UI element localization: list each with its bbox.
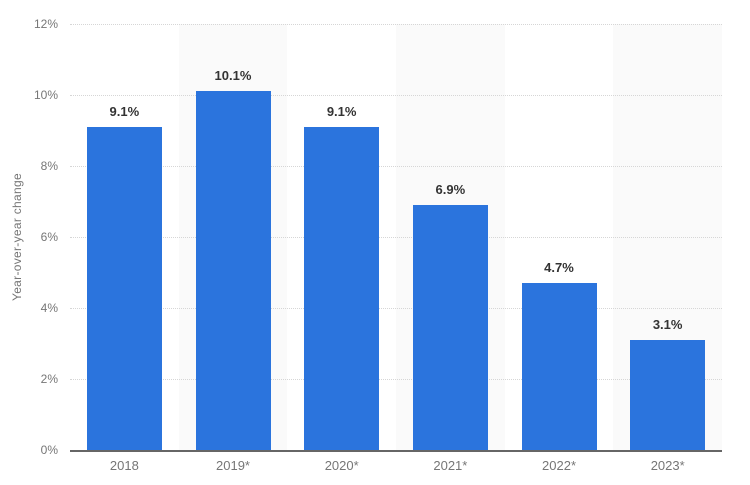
x-tick-label-2021: 2021* xyxy=(433,458,468,473)
value-label-2022: 4.7% xyxy=(544,260,574,276)
y-tick-label-12pct: 12% xyxy=(33,17,58,31)
x-tick-label-2023: 2023* xyxy=(650,458,685,473)
x-tick-label-2019: 2019* xyxy=(216,458,250,473)
value-label-2019: 10.1% xyxy=(214,68,252,84)
gridline-8pct xyxy=(70,166,722,167)
value-label-2020: 9.1% xyxy=(326,103,357,119)
bar-2023 xyxy=(630,339,706,450)
bar-2020 xyxy=(304,126,380,450)
x-tick-label-2022: 2022* xyxy=(542,458,577,473)
gridline-10pct xyxy=(70,95,722,96)
y-tick-label-6pct: 6% xyxy=(40,230,58,244)
value-label-2021: 6.9% xyxy=(435,182,466,198)
y-tick-label-10pct: 10% xyxy=(33,88,58,102)
plot-area: 9.1% 10.1% 9.1% 6.9% 4.7% 3.1% xyxy=(70,24,722,452)
bar-2022 xyxy=(521,283,597,450)
bar-2019 xyxy=(195,91,271,450)
value-label-2023: 3.1% xyxy=(652,316,683,332)
bar-2021 xyxy=(412,205,488,450)
y-tick-label-4pct: 4% xyxy=(40,301,58,315)
value-label-2018: 9.1% xyxy=(109,103,140,119)
x-tick-label-2020: 2020* xyxy=(324,458,359,473)
gridline-2pct xyxy=(70,379,722,380)
bar-2018 xyxy=(86,126,162,450)
x-axis-labels: 2018 2019* 2020* 2021* 2022* 2023* xyxy=(70,458,722,473)
y-axis-tick-labels: 0% 2% 4% 6% 8% 10% 12% xyxy=(0,0,58,485)
gridline-4pct xyxy=(70,308,722,309)
y-tick-label-2pct: 2% xyxy=(40,372,58,386)
gridline-12pct xyxy=(70,24,722,25)
y-tick-label-0pct: 0% xyxy=(40,443,58,457)
x-tick-label-2018: 2018 xyxy=(109,458,139,473)
y-tick-label-8pct: 8% xyxy=(40,159,58,173)
gridline-6pct xyxy=(70,237,722,238)
